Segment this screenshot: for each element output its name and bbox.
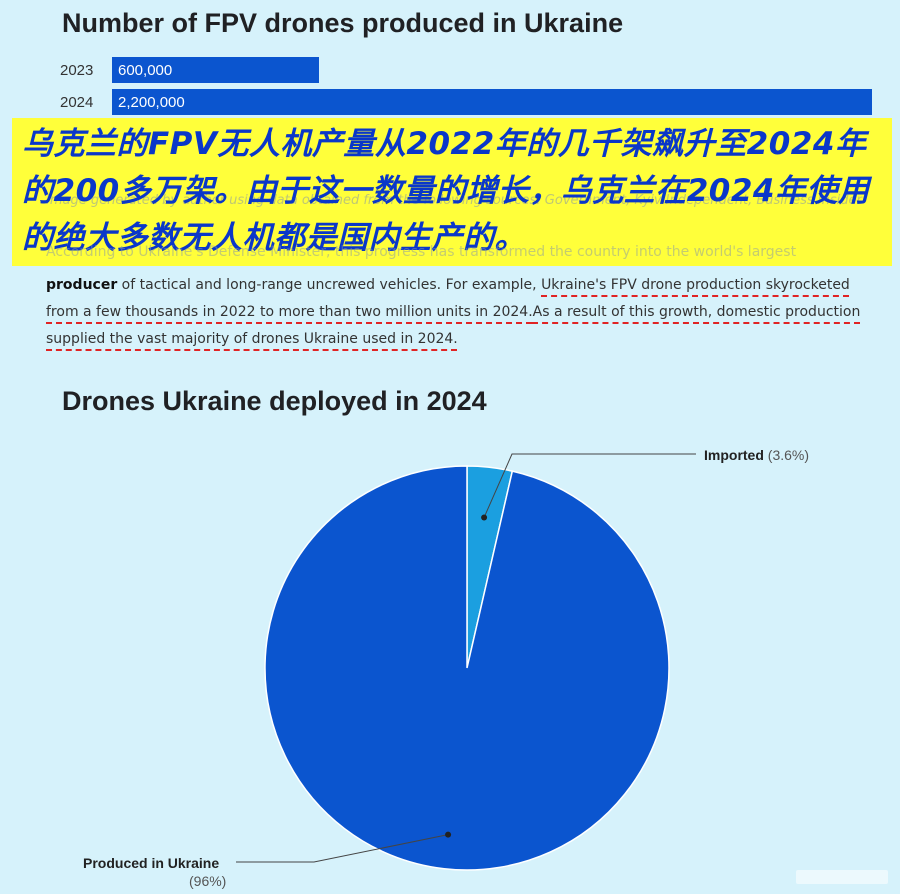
pie-label-produced-pct: (96%) [189, 873, 227, 889]
article-text: of tactical and long-range uncrewed vehi… [117, 277, 542, 293]
faded-article-line: According to Ukraine's Defense Minister,… [46, 244, 797, 260]
bar-chart-title: Number of FPV drones produced in Ukraine [62, 8, 624, 38]
bold-word: producer [46, 277, 118, 293]
pie-leader-line-produced [236, 834, 449, 863]
article-paragraph: producer of tactical and long-range uncr… [46, 272, 886, 353]
chinese-caption: 乌克兰的FPV无人机产量从2022年的几千架飙升至2024年的200多万架。由于… [22, 126, 870, 256]
pie-label-imported: Imported (3.6%) [704, 447, 809, 463]
underlined-sentence-1: Ukraine's FPV drone production skyrocket… [46, 277, 850, 320]
pie-chart-title: Drones Ukraine deployed in 2024 [62, 386, 487, 416]
pie-label-produced: Produced in Ukraine (96%) [83, 854, 226, 890]
pie-leader-dot-imported [481, 514, 488, 521]
pie-label-produced-name: Produced in Ukraine [83, 855, 220, 871]
pie-label-imported-name: Imported [704, 447, 764, 463]
pie-leader-dot-produced [445, 831, 452, 838]
bar-2024 [112, 89, 872, 115]
pie-label-imported-pct: (3.6%) [767, 447, 810, 463]
watermark [796, 870, 888, 884]
faded-source-note: Image generated by author using data obt… [46, 193, 862, 208]
bar-value-2024: 2,200,000 [118, 94, 185, 111]
pie-leader-line-imported [483, 453, 696, 518]
bar-2023 [112, 57, 320, 83]
underlined-sentence-2: As a result of this growth, domestic pro… [46, 304, 861, 347]
pie-slice-produced [264, 465, 670, 871]
bar-category-2023: 2023 [60, 62, 94, 79]
bar-category-2024: 2024 [60, 94, 94, 111]
caption-highlight-box [12, 118, 892, 266]
bar-value-2023: 600,000 [118, 62, 173, 79]
